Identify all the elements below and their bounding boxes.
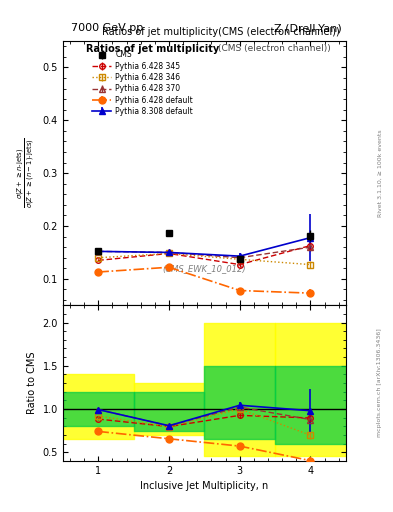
Y-axis label: Ratio to CMS: Ratio to CMS: [27, 352, 37, 414]
Legend: CMS, Pythia 6.428 345, Pythia 6.428 346, Pythia 6.428 370, Pythia 6.428 default,: CMS, Pythia 6.428 345, Pythia 6.428 346,…: [89, 48, 196, 119]
Text: 7000 GeV pp: 7000 GeV pp: [71, 23, 143, 33]
Text: Rivet 3.1.10, ≥ 100k events: Rivet 3.1.10, ≥ 100k events: [377, 130, 382, 217]
Text: Ratios of jet multiplicity: Ratios of jet multiplicity: [86, 44, 219, 54]
Text: (CMS (electron channel)): (CMS (electron channel)): [218, 44, 331, 53]
Y-axis label: $\frac{\sigma(Z+\geq n\text{-jets})}{\sigma(Z+\geq (n-1)\text{-jets})}$: $\frac{\sigma(Z+\geq n\text{-jets})}{\si…: [16, 138, 37, 208]
Text: Ratios of jet multiplicity(CMS (electron channel)): Ratios of jet multiplicity(CMS (electron…: [103, 28, 340, 37]
X-axis label: Inclusive Jet Multiplicity, n: Inclusive Jet Multiplicity, n: [140, 481, 268, 491]
Text: (CMS_EWK_10_012): (CMS_EWK_10_012): [163, 265, 246, 273]
Text: mcplots.cern.ch [arXiv:1306.3436]: mcplots.cern.ch [arXiv:1306.3436]: [377, 329, 382, 437]
Text: Z (Drell-Yan): Z (Drell-Yan): [274, 23, 342, 33]
